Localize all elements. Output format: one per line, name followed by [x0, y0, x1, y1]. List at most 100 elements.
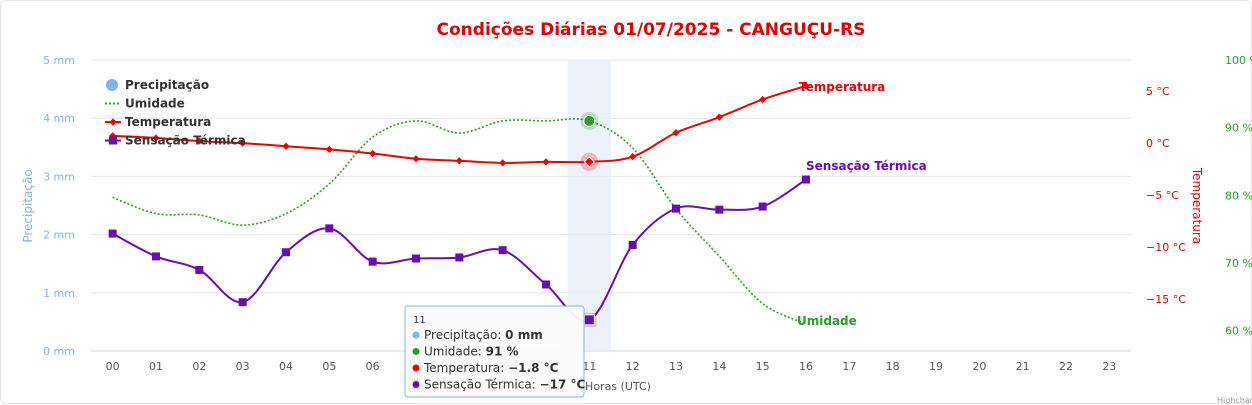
legend-label: Precipitação — [125, 78, 209, 92]
legend-marker — [109, 136, 117, 145]
x-tick-label: 12 — [626, 360, 640, 373]
tooltip-dot — [412, 348, 420, 355]
legend-item: Temperatura — [105, 115, 211, 129]
x-tick-label: 18 — [886, 360, 900, 373]
temperatura-point — [715, 113, 723, 121]
temp-tick-label: 0 °C — [1146, 137, 1170, 150]
temperatura-point — [802, 82, 810, 90]
humidity-tick-label: 70 % — [1225, 257, 1252, 270]
humidity-tick-label: 60 % — [1225, 325, 1252, 338]
x-tick-label: 02 — [192, 360, 206, 373]
x-tick-label: 06 — [366, 360, 380, 373]
sensacao-termica-point — [368, 257, 377, 266]
sensacao-termica-point — [672, 204, 680, 213]
legend-label: Sensação Térmica — [125, 134, 246, 148]
x-tick-label: 13 — [669, 360, 683, 373]
x-tick-label: 05 — [322, 360, 336, 373]
temperatura-point — [282, 142, 290, 150]
temperatura-point — [412, 155, 420, 163]
tooltip-box — [404, 305, 585, 398]
humidity-tick-label: 80 % — [1225, 189, 1252, 202]
x-axis: 0001020304050607080910111213141516171819… — [106, 360, 1117, 373]
x-tick-label: 11 — [582, 360, 596, 373]
x-tick-label: 03 — [236, 360, 250, 373]
sensacao-termica-point — [802, 175, 810, 184]
precip-tick-label: 0 mm — [43, 345, 75, 358]
tooltip-row: Umidade: 91 % — [424, 345, 519, 359]
legend-label: Umidade — [125, 97, 185, 111]
tooltip-dot — [412, 364, 420, 372]
sensacao-termica-point — [628, 240, 637, 249]
x-tick-label: 04 — [279, 360, 293, 373]
temperatura-point — [455, 157, 463, 165]
tooltip: 11 Precipitação: 0 mm Umidade: 91 % Tempera… — [404, 305, 585, 398]
tooltip-dot — [412, 381, 420, 388]
x-tick-label: 21 — [1016, 360, 1030, 373]
sensacao-termica-point — [715, 205, 724, 214]
sensacao-termica-point — [542, 280, 550, 289]
tooltip-row: Precipitação: 0 mm — [424, 328, 543, 342]
precipitation-axis: 0 mm 1 mm 2 mm 3 mm 4 mm 5 mm — [43, 54, 75, 358]
legend-marker — [109, 118, 117, 126]
temperatura-point — [239, 139, 247, 147]
chart-title: Condições Diárias 01/07/2025 - CANGUÇU-R… — [437, 20, 866, 40]
temperatura-point — [499, 159, 507, 167]
x-tick-label: 01 — [149, 360, 163, 373]
precip-axis-title: Precipitação — [21, 169, 35, 242]
temperatura-point — [542, 158, 550, 166]
temperatura-point — [672, 129, 680, 137]
sensacao-termica-line — [112, 178, 807, 322]
sensacao-termica-point — [412, 254, 420, 263]
sensacao-termica-point — [282, 248, 290, 257]
sensacao-termica-point — [195, 265, 204, 274]
sensacao-termica-point — [455, 253, 464, 262]
precip-tick-label: 2 mm — [43, 229, 75, 242]
legend-item: Precipitação — [106, 78, 209, 92]
temperatura-point — [369, 149, 377, 158]
sensacao-termica-point — [108, 229, 117, 238]
tooltip-dot — [412, 331, 420, 339]
temp-tick-label: −5 °C — [1146, 189, 1179, 202]
legend-label: Temperatura — [125, 115, 211, 129]
temperatura-hover-point — [583, 156, 596, 168]
temperatura-point — [152, 134, 160, 142]
series-end-label: Temperatura — [799, 80, 885, 94]
temperatura-point — [325, 145, 333, 153]
temperatura-line — [112, 85, 807, 164]
x-tick-label: 19 — [929, 360, 943, 373]
temp-tick-label: 5 °C — [1146, 85, 1170, 98]
precip-tick-label: 5 mm — [43, 54, 75, 67]
series-end-label: Umidade — [797, 314, 857, 328]
credits[interactable]: Highcharts.com — [1217, 396, 1252, 405]
umidade-hover-point — [583, 114, 596, 127]
precip-tick-label: 1 mm — [43, 287, 75, 300]
series-end-labels: Umidade Temperatura Sensação Térmica — [797, 80, 927, 328]
x-tick-label: 23 — [1102, 360, 1116, 373]
x-tick-label: 00 — [106, 360, 120, 373]
temp-axis-title: Temperatura — [1190, 167, 1204, 244]
sensacao-termica-point — [758, 202, 767, 211]
x-tick-label: 14 — [712, 360, 726, 373]
precip-tick-label: 3 mm — [43, 170, 75, 183]
tooltip-row: Sensação Térmica: −17 °C — [424, 378, 585, 392]
temperatura-point — [195, 137, 203, 145]
legend-item: Umidade — [105, 97, 185, 111]
humidity-tick-label: 90 % — [1225, 122, 1252, 135]
umidade-line — [112, 118, 807, 325]
temp-tick-label: −15 °C — [1146, 293, 1186, 306]
x-tick-label: 15 — [756, 360, 770, 373]
humidity-tick-label: 100 % — [1225, 54, 1252, 67]
x-axis-title: Horas (UTC) — [585, 380, 651, 393]
legend: Precipitação Umidade Temperatura Sensação T… — [105, 78, 246, 148]
sensacao-termica-point — [152, 252, 160, 261]
temperatura-point — [629, 153, 637, 161]
tooltip-row: Temperatura: −1.8 °C — [423, 361, 559, 375]
humidity-axis: 60 % 70 % 80 % 90 % 100 % — [1225, 54, 1252, 338]
x-tick-label: 20 — [972, 360, 986, 373]
temperatura-point — [759, 95, 767, 104]
sensacao-termica-point — [238, 298, 247, 307]
series-end-label: Sensação Térmica — [806, 159, 927, 173]
precip-tick-label: 4 mm — [43, 112, 75, 125]
